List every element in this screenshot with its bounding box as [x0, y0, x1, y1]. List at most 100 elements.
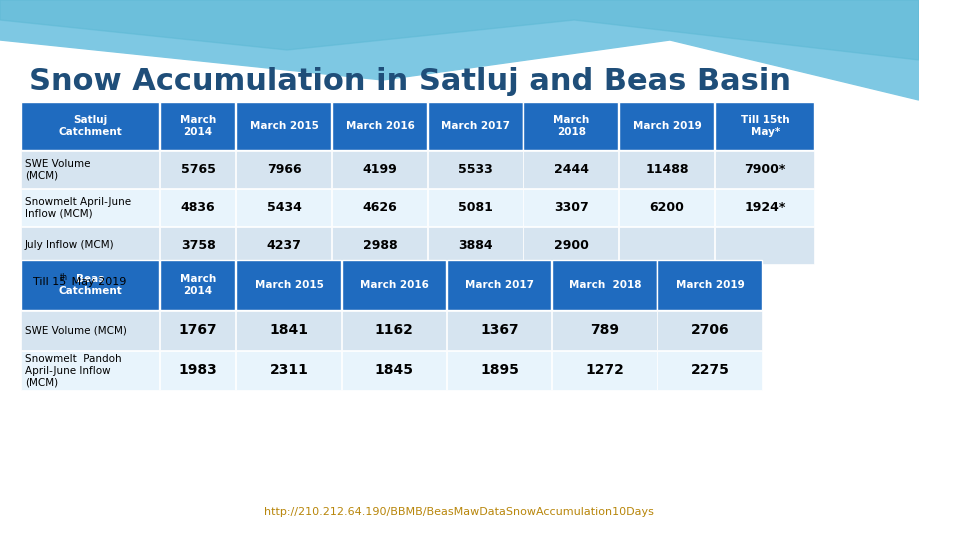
FancyBboxPatch shape — [523, 151, 618, 188]
Text: th: th — [60, 273, 67, 281]
FancyBboxPatch shape — [342, 311, 446, 350]
FancyBboxPatch shape — [428, 227, 522, 264]
Text: 4836: 4836 — [180, 201, 215, 214]
FancyBboxPatch shape — [159, 102, 235, 150]
Text: 5081: 5081 — [458, 201, 493, 214]
Text: March 2019: March 2019 — [676, 280, 745, 290]
FancyBboxPatch shape — [658, 351, 762, 390]
FancyBboxPatch shape — [332, 102, 427, 150]
FancyBboxPatch shape — [523, 189, 618, 226]
FancyBboxPatch shape — [523, 227, 618, 264]
FancyBboxPatch shape — [21, 151, 158, 188]
FancyBboxPatch shape — [619, 102, 714, 150]
FancyBboxPatch shape — [619, 189, 714, 226]
FancyBboxPatch shape — [159, 260, 235, 310]
Text: 2706: 2706 — [691, 323, 730, 338]
Text: 1272: 1272 — [586, 363, 624, 377]
Text: 2900: 2900 — [554, 239, 588, 252]
Text: March 2017: March 2017 — [442, 121, 510, 131]
Text: March 2015: March 2015 — [254, 280, 324, 290]
FancyBboxPatch shape — [21, 102, 158, 150]
Text: 2311: 2311 — [270, 363, 308, 377]
FancyBboxPatch shape — [715, 189, 814, 226]
Text: http://210.212.64.190/BBMB/BeasMawDataSnowAccumulation10Days: http://210.212.64.190/BBMB/BeasMawDataSn… — [264, 507, 655, 517]
Text: March
2018: March 2018 — [553, 115, 589, 137]
Text: March 2016: March 2016 — [360, 280, 429, 290]
Text: Till 15th
May*: Till 15th May* — [741, 115, 789, 137]
FancyBboxPatch shape — [332, 189, 427, 226]
FancyBboxPatch shape — [21, 189, 158, 226]
Text: May 2019: May 2019 — [68, 277, 127, 287]
Text: 2988: 2988 — [363, 239, 397, 252]
Text: March
2014: March 2014 — [180, 115, 216, 137]
FancyBboxPatch shape — [159, 351, 235, 390]
FancyBboxPatch shape — [658, 311, 762, 350]
Text: March 2017: March 2017 — [465, 280, 534, 290]
FancyBboxPatch shape — [523, 102, 618, 150]
Text: 789: 789 — [590, 323, 619, 338]
Text: Snowmelt  Pandoh
April-June Inflow
(MCM): Snowmelt Pandoh April-June Inflow (MCM) — [25, 354, 122, 387]
FancyBboxPatch shape — [552, 351, 657, 390]
FancyBboxPatch shape — [236, 311, 341, 350]
FancyBboxPatch shape — [236, 227, 331, 264]
Text: Satluj
Catchment: Satluj Catchment — [59, 115, 122, 137]
FancyBboxPatch shape — [21, 311, 158, 350]
FancyBboxPatch shape — [658, 260, 762, 310]
FancyBboxPatch shape — [715, 102, 814, 150]
FancyBboxPatch shape — [236, 151, 331, 188]
FancyBboxPatch shape — [428, 189, 522, 226]
FancyBboxPatch shape — [552, 260, 657, 310]
Text: 5765: 5765 — [180, 163, 216, 176]
Text: Snowmelt April-June
Inflow (MCM): Snowmelt April-June Inflow (MCM) — [25, 197, 131, 218]
Text: 1767: 1767 — [179, 323, 217, 338]
FancyBboxPatch shape — [619, 227, 714, 264]
Text: 3884: 3884 — [458, 239, 492, 252]
Text: 5533: 5533 — [458, 163, 493, 176]
Text: March  2018: March 2018 — [568, 280, 641, 290]
Text: 4199: 4199 — [363, 163, 397, 176]
Text: March 2015: March 2015 — [250, 121, 319, 131]
FancyBboxPatch shape — [159, 311, 235, 350]
FancyBboxPatch shape — [236, 260, 341, 310]
FancyBboxPatch shape — [342, 260, 446, 310]
FancyBboxPatch shape — [236, 351, 341, 390]
FancyBboxPatch shape — [715, 227, 814, 264]
FancyBboxPatch shape — [332, 227, 427, 264]
FancyBboxPatch shape — [159, 227, 235, 264]
Text: 6200: 6200 — [650, 201, 684, 214]
FancyBboxPatch shape — [21, 227, 158, 264]
Text: 1841: 1841 — [270, 323, 308, 338]
Text: March 2019: March 2019 — [633, 121, 702, 131]
FancyBboxPatch shape — [236, 102, 331, 150]
FancyBboxPatch shape — [715, 151, 814, 188]
Text: 4237: 4237 — [267, 239, 301, 252]
FancyBboxPatch shape — [428, 102, 522, 150]
FancyBboxPatch shape — [428, 151, 522, 188]
FancyBboxPatch shape — [236, 189, 331, 226]
Text: 4626: 4626 — [363, 201, 397, 214]
Text: 3307: 3307 — [554, 201, 588, 214]
Text: Snow Accumulation in Satluj and Beas Basin: Snow Accumulation in Satluj and Beas Bas… — [29, 68, 791, 97]
Text: 3758: 3758 — [180, 239, 215, 252]
FancyBboxPatch shape — [342, 351, 446, 390]
Text: 1162: 1162 — [374, 323, 414, 338]
FancyBboxPatch shape — [447, 311, 551, 350]
Text: SWE Volume (MCM): SWE Volume (MCM) — [25, 326, 127, 335]
Text: SWE Volume
(MCM): SWE Volume (MCM) — [25, 159, 90, 180]
Text: July Inflow (MCM): July Inflow (MCM) — [25, 240, 114, 251]
Text: 1845: 1845 — [374, 363, 414, 377]
Text: Till 15: Till 15 — [34, 277, 67, 287]
Text: 1924*: 1924* — [744, 201, 786, 214]
Text: 2275: 2275 — [690, 363, 730, 377]
Polygon shape — [0, 0, 919, 60]
FancyBboxPatch shape — [447, 260, 551, 310]
Text: 5434: 5434 — [267, 201, 301, 214]
FancyBboxPatch shape — [21, 260, 158, 310]
Text: 11488: 11488 — [645, 163, 689, 176]
FancyBboxPatch shape — [159, 189, 235, 226]
FancyBboxPatch shape — [447, 351, 551, 390]
Text: March
2014: March 2014 — [180, 274, 216, 296]
Text: March 2016: March 2016 — [346, 121, 415, 131]
Text: Beas
Catchment: Beas Catchment — [59, 274, 122, 296]
FancyBboxPatch shape — [21, 351, 158, 390]
